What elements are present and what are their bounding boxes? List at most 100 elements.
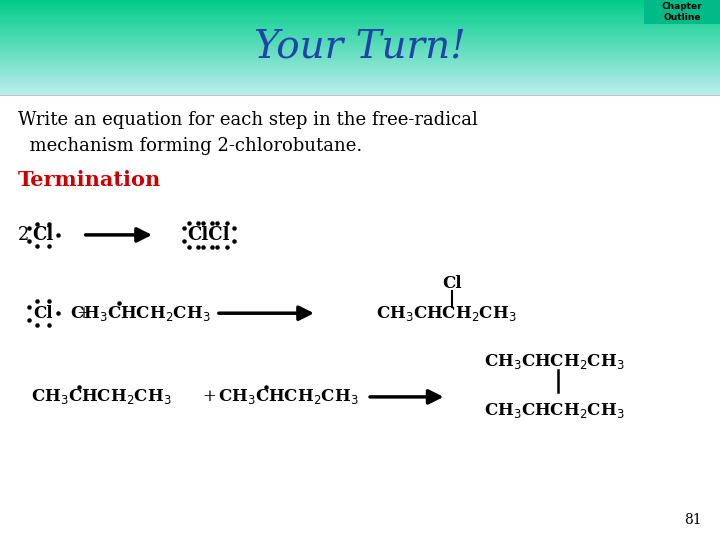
Bar xyxy=(0,2,720,3)
Bar xyxy=(0,65,720,66)
Text: 81: 81 xyxy=(685,512,702,526)
Point xyxy=(32,321,43,329)
Bar xyxy=(0,3,720,4)
Bar xyxy=(0,45,720,46)
Text: Termination: Termination xyxy=(18,170,161,190)
Point xyxy=(23,237,35,246)
Text: Cl: Cl xyxy=(442,275,462,292)
Point xyxy=(43,321,55,329)
Bar xyxy=(0,72,720,73)
Bar xyxy=(0,39,720,40)
Point xyxy=(207,219,218,227)
Text: ClCl: ClCl xyxy=(187,226,230,244)
Bar xyxy=(0,36,720,37)
Bar xyxy=(0,56,720,57)
Bar xyxy=(0,44,720,45)
Point xyxy=(43,220,55,228)
Point xyxy=(228,237,240,246)
Bar xyxy=(0,19,720,20)
Bar xyxy=(0,43,720,44)
Bar xyxy=(0,75,720,76)
Point xyxy=(228,224,240,233)
Text: +: + xyxy=(202,388,216,406)
Bar xyxy=(0,12,720,13)
Point xyxy=(221,242,233,251)
Bar xyxy=(0,28,720,29)
Bar xyxy=(0,37,720,38)
Bar xyxy=(0,78,720,79)
Text: 2: 2 xyxy=(18,226,30,244)
Bar xyxy=(0,24,720,25)
Bar xyxy=(0,69,720,70)
Point xyxy=(212,219,223,227)
Bar xyxy=(0,82,720,83)
Bar xyxy=(0,14,720,15)
Point xyxy=(221,219,233,227)
Bar xyxy=(0,35,720,36)
Bar xyxy=(0,9,720,10)
Bar xyxy=(0,32,720,33)
Bar xyxy=(0,62,720,63)
Bar xyxy=(0,54,720,55)
Text: CH$_3$CHCH$_2$CH$_3$: CH$_3$CHCH$_2$CH$_3$ xyxy=(70,303,211,323)
Bar xyxy=(0,73,720,75)
Bar xyxy=(0,58,720,59)
Bar xyxy=(0,80,720,81)
Bar xyxy=(0,10,720,11)
Point xyxy=(73,383,85,391)
Point xyxy=(212,242,223,251)
Bar xyxy=(0,76,720,77)
Text: Write an equation for each step in the free-radical
  mechanism forming 2-chloro: Write an equation for each step in the f… xyxy=(18,111,478,155)
Bar xyxy=(0,13,720,14)
Bar xyxy=(0,5,720,6)
Bar xyxy=(0,34,720,35)
Bar xyxy=(0,71,720,72)
Bar xyxy=(0,22,720,23)
Bar xyxy=(0,59,720,60)
Bar xyxy=(0,79,720,80)
Bar xyxy=(0,57,720,58)
Point xyxy=(178,224,189,233)
Bar xyxy=(0,49,720,50)
Text: CH$_3$CHCH$_2$CH$_3$: CH$_3$CHCH$_2$CH$_3$ xyxy=(484,401,625,420)
Point xyxy=(52,231,63,239)
Text: +: + xyxy=(76,305,90,322)
Text: Cl: Cl xyxy=(33,305,53,322)
Bar xyxy=(0,20,720,21)
Point xyxy=(23,315,35,324)
Bar xyxy=(0,52,720,53)
Bar xyxy=(0,6,720,8)
Bar xyxy=(0,87,720,88)
Point xyxy=(43,241,55,250)
Text: Your Turn!: Your Turn! xyxy=(254,29,466,66)
Bar xyxy=(0,21,720,22)
Point xyxy=(261,383,272,391)
Bar xyxy=(0,18,720,19)
Bar xyxy=(0,16,720,17)
Bar xyxy=(0,46,720,47)
Bar xyxy=(0,77,720,78)
Bar xyxy=(0,53,720,54)
Point xyxy=(183,242,194,251)
Bar xyxy=(0,91,720,92)
Bar xyxy=(0,63,720,64)
Point xyxy=(52,309,63,318)
Point xyxy=(197,242,209,251)
Bar xyxy=(0,30,720,31)
Bar xyxy=(0,88,720,89)
Bar xyxy=(0,66,720,67)
Bar xyxy=(0,11,720,12)
Bar xyxy=(0,38,720,39)
Text: Cl: Cl xyxy=(32,226,54,244)
Point xyxy=(197,219,209,227)
Bar xyxy=(0,85,720,86)
Point xyxy=(43,297,55,306)
Bar xyxy=(0,68,720,69)
Bar xyxy=(0,48,720,49)
Bar xyxy=(0,50,720,51)
Point xyxy=(192,219,204,227)
Bar xyxy=(0,81,720,82)
Bar xyxy=(0,51,720,52)
Point xyxy=(23,224,35,233)
Bar xyxy=(0,55,720,56)
